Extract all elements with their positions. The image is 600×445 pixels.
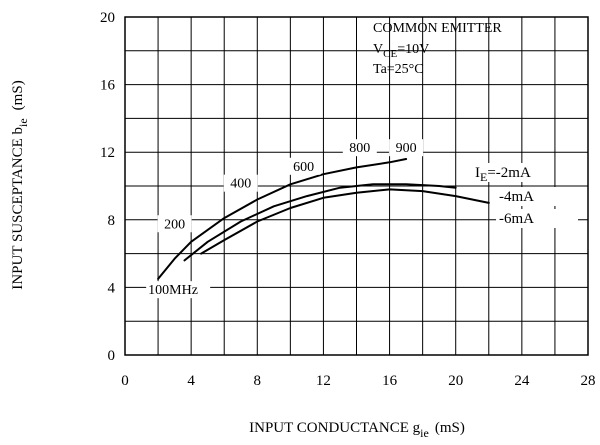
frequency-label: 600 xyxy=(293,160,314,175)
x-tick-label: 28 xyxy=(581,373,596,389)
frequency-label: 100MHz xyxy=(148,283,198,298)
x-tick-label: 8 xyxy=(254,373,262,389)
x-tick-label: 20 xyxy=(448,373,463,389)
series-label-bg xyxy=(496,187,578,206)
condition-line-3: Ta=25°C xyxy=(373,62,424,77)
frequency-label-bg xyxy=(146,281,211,299)
series-labels: IE=-2mA -4mA -6mA xyxy=(472,163,578,228)
frequency-label: 200 xyxy=(164,217,185,232)
y-tick-label: 0 xyxy=(108,348,116,364)
y-tick-label: 4 xyxy=(108,280,116,296)
y-tick-labels: 0 4 8 12 16 20 xyxy=(100,10,116,364)
x-tick-label: 16 xyxy=(382,373,398,389)
x-axis-title: INPUT CONDUCTANCE gie (mS) xyxy=(249,420,465,440)
frequency-label: 800 xyxy=(349,141,370,156)
conditions-box: COMMON EMITTER VCE=10V Ta=25°C xyxy=(373,21,502,77)
y-axis-title: INPUT SUSCEPTANCE bie(mS) xyxy=(10,80,30,289)
plot-frame xyxy=(124,16,589,356)
y-tick-label: 12 xyxy=(100,145,115,161)
x-tick-labels: 0 4 8 12 16 20 24 28 xyxy=(121,373,595,389)
y-tick-label: 20 xyxy=(100,10,115,26)
x-tick-label: 4 xyxy=(187,373,195,389)
x-tick-label: 12 xyxy=(316,373,331,389)
frequency-label: 400 xyxy=(230,177,251,192)
x-tick-label: 0 xyxy=(121,373,129,389)
frequency-label: 900 xyxy=(396,141,417,156)
frequency-label-bg xyxy=(286,157,321,175)
frequency-label-bg xyxy=(157,215,192,233)
series-label: -4mA xyxy=(499,189,534,205)
frequency-label-bg xyxy=(389,139,424,157)
series-line xyxy=(157,158,408,280)
series-layer xyxy=(157,158,490,280)
series-line xyxy=(200,188,490,255)
frequency-label-bg xyxy=(342,139,377,157)
frequency-labels: 100MHz 200 400 600 800 900 xyxy=(146,139,424,299)
series-label: IE=-2mA xyxy=(475,165,531,184)
y-tick-label: 16 xyxy=(100,78,116,94)
condition-line-1: COMMON EMITTER xyxy=(373,21,502,36)
condition-line-2: VCE=10V xyxy=(373,42,429,60)
series-label: -6mA xyxy=(499,211,534,227)
x-tick-label: 24 xyxy=(514,373,530,389)
frequency-label-bg xyxy=(223,174,258,192)
y-tick-label: 8 xyxy=(108,213,116,229)
series-label-bg xyxy=(496,209,578,228)
series-label-bg xyxy=(472,163,554,182)
series-line xyxy=(183,183,457,262)
